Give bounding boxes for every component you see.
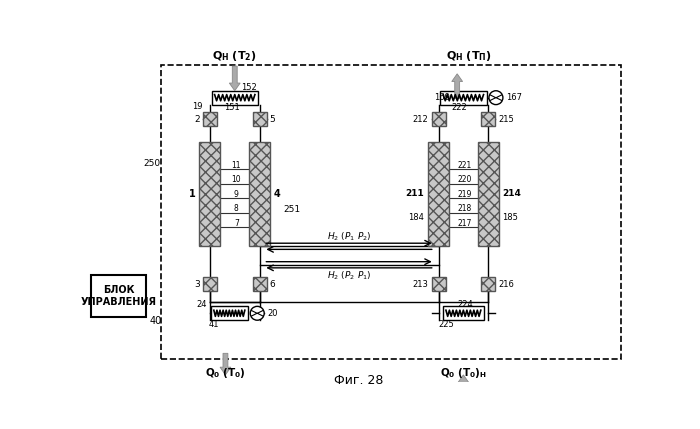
Text: 4: 4 — [274, 189, 281, 199]
Text: 213: 213 — [412, 280, 428, 289]
Text: 2: 2 — [195, 115, 200, 124]
Text: 215: 215 — [498, 115, 514, 124]
Text: 211: 211 — [405, 190, 424, 199]
Bar — [199, 142, 220, 246]
Text: Фиг. 28: Фиг. 28 — [334, 374, 384, 387]
Bar — [92, 275, 146, 317]
Bar — [432, 112, 446, 126]
Text: 185: 185 — [503, 212, 519, 221]
Text: 251: 251 — [284, 205, 301, 214]
Text: 10: 10 — [232, 175, 241, 184]
Text: 218: 218 — [458, 204, 472, 213]
Bar — [443, 306, 484, 320]
Text: 11: 11 — [232, 160, 241, 169]
Text: 41: 41 — [209, 320, 219, 329]
Text: 225: 225 — [439, 320, 454, 329]
Text: 7: 7 — [234, 219, 239, 228]
Bar — [477, 142, 498, 246]
Text: 8: 8 — [234, 204, 239, 213]
Text: $\mathbf{Q_0\ (T_0)}$: $\mathbf{Q_0\ (T_0)}$ — [205, 366, 246, 380]
Bar — [211, 306, 248, 320]
Bar — [432, 277, 446, 291]
Text: 222: 222 — [452, 103, 468, 112]
Text: БЛОК
УПРАВЛЕНИЯ: БЛОК УПРАВЛЕНИЯ — [80, 285, 157, 307]
Text: 250: 250 — [144, 159, 160, 168]
Bar — [161, 65, 621, 360]
Text: 40: 40 — [150, 316, 162, 326]
Text: 152: 152 — [241, 83, 257, 92]
Bar — [481, 277, 495, 291]
Text: 5: 5 — [270, 115, 275, 124]
Text: 224: 224 — [457, 299, 473, 308]
Bar — [440, 91, 486, 105]
Text: 221: 221 — [458, 160, 472, 169]
Text: 19: 19 — [193, 103, 203, 112]
Bar — [253, 112, 267, 126]
Text: 9: 9 — [234, 190, 239, 199]
Text: 1: 1 — [189, 189, 195, 199]
Text: 3: 3 — [194, 280, 200, 289]
FancyArrow shape — [452, 74, 463, 98]
Text: 167: 167 — [506, 93, 522, 102]
Text: 216: 216 — [498, 280, 514, 289]
Bar — [249, 142, 270, 246]
Circle shape — [489, 91, 503, 105]
FancyArrow shape — [220, 353, 231, 375]
Text: $H_2\ (P_1\ P_2)$: $H_2\ (P_1\ P_2)$ — [327, 230, 371, 242]
Text: 6: 6 — [270, 280, 275, 289]
Text: 184: 184 — [408, 212, 424, 221]
Text: $\mathbf{Q_0\ (T_0)_H}$: $\mathbf{Q_0\ (T_0)_H}$ — [440, 366, 487, 380]
FancyArrow shape — [230, 66, 240, 91]
Text: 151: 151 — [224, 103, 239, 112]
Text: $H_2\ (P_2\ P_1)$: $H_2\ (P_2\ P_1)$ — [327, 269, 371, 282]
FancyArrow shape — [458, 375, 469, 396]
Bar — [211, 91, 258, 105]
Text: 217: 217 — [458, 219, 472, 228]
Bar — [203, 112, 217, 126]
Text: $\mathbf{Q_H\ (T_\Pi)}$: $\mathbf{Q_H\ (T_\Pi)}$ — [446, 49, 491, 63]
Text: $\mathbf{Q_H\ (T_2)}$: $\mathbf{Q_H\ (T_2)}$ — [212, 49, 257, 63]
Text: 169: 169 — [434, 93, 449, 102]
Bar — [253, 277, 267, 291]
Bar — [481, 112, 495, 126]
Text: 214: 214 — [503, 190, 522, 199]
Text: 219: 219 — [458, 190, 472, 199]
Text: 24: 24 — [196, 299, 207, 308]
Text: 220: 220 — [458, 175, 472, 184]
Bar — [428, 142, 449, 246]
Circle shape — [251, 306, 264, 320]
Bar — [203, 277, 217, 291]
Text: 20: 20 — [267, 309, 278, 318]
Text: 212: 212 — [413, 115, 428, 124]
